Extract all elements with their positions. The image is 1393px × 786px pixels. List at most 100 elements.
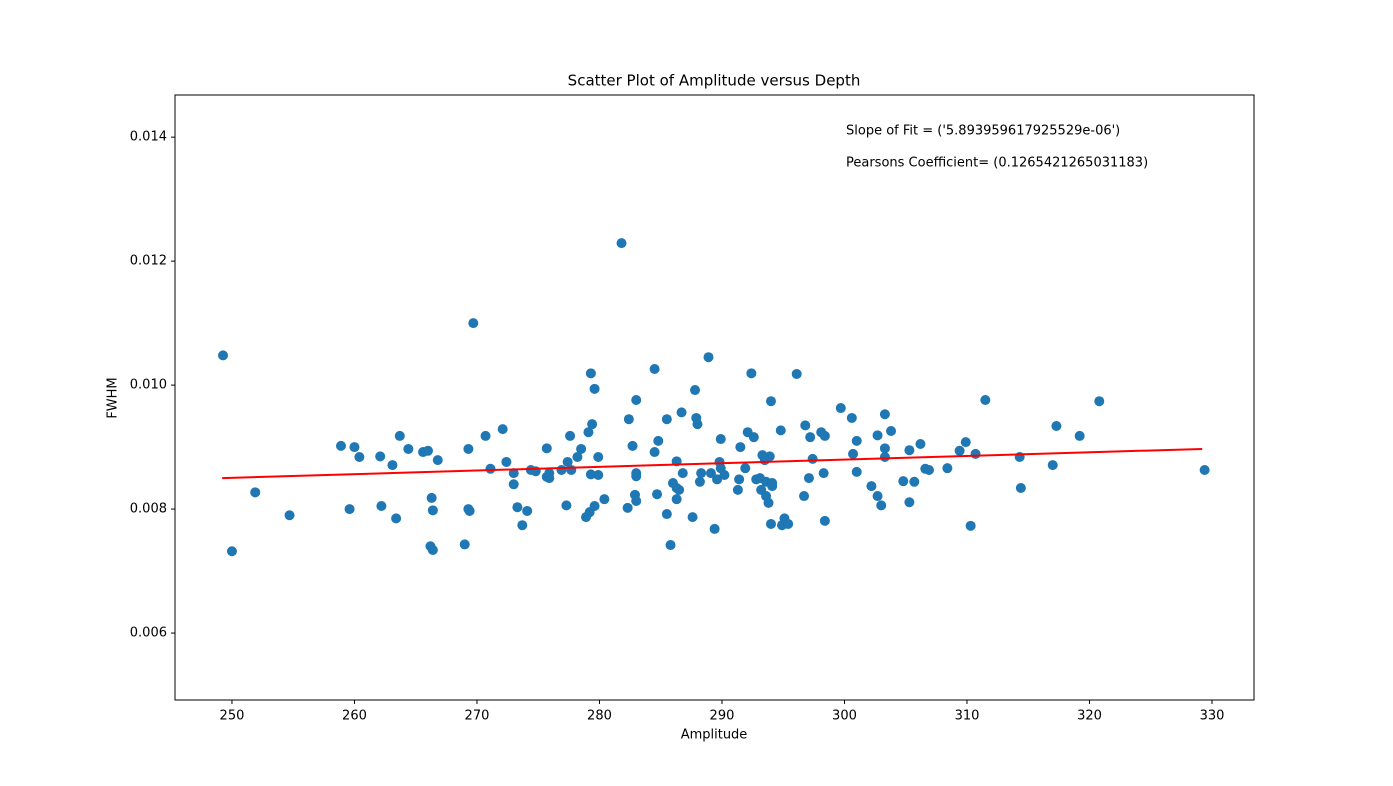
point bbox=[497, 424, 508, 435]
point bbox=[803, 473, 814, 484]
point bbox=[960, 437, 971, 448]
point bbox=[866, 481, 877, 492]
point bbox=[879, 452, 890, 463]
point bbox=[872, 491, 883, 502]
point bbox=[432, 455, 443, 466]
point bbox=[565, 430, 576, 441]
point bbox=[226, 546, 237, 557]
point bbox=[767, 481, 778, 492]
point bbox=[687, 512, 698, 523]
point bbox=[791, 368, 802, 379]
point bbox=[562, 456, 573, 467]
point bbox=[980, 394, 991, 405]
x-tick-label: 300 bbox=[832, 709, 857, 724]
point bbox=[335, 440, 346, 451]
point bbox=[872, 430, 883, 441]
point bbox=[661, 414, 672, 425]
x-tick-label: 330 bbox=[1200, 709, 1225, 724]
y-tick-label: 0.010 bbox=[130, 378, 167, 393]
point bbox=[631, 394, 642, 405]
point bbox=[463, 504, 474, 515]
x-tick-label: 270 bbox=[465, 709, 490, 724]
point bbox=[690, 385, 701, 396]
point bbox=[799, 491, 810, 502]
point bbox=[703, 352, 714, 363]
point bbox=[904, 497, 915, 508]
x-tick-label: 250 bbox=[220, 709, 245, 724]
point bbox=[775, 425, 786, 436]
point bbox=[583, 427, 594, 438]
point bbox=[835, 403, 846, 414]
point bbox=[735, 442, 746, 453]
point bbox=[1199, 465, 1210, 476]
point bbox=[622, 502, 633, 513]
point bbox=[909, 476, 920, 487]
point bbox=[517, 520, 528, 531]
point bbox=[807, 453, 818, 464]
plot-frame bbox=[174, 94, 1255, 701]
point bbox=[819, 430, 830, 441]
point bbox=[485, 463, 496, 474]
point bbox=[585, 469, 596, 480]
point bbox=[593, 469, 604, 480]
point bbox=[719, 469, 730, 480]
point bbox=[508, 468, 519, 479]
point bbox=[819, 515, 830, 526]
point bbox=[375, 451, 386, 462]
point bbox=[376, 500, 387, 511]
point bbox=[556, 465, 567, 476]
point bbox=[459, 539, 470, 550]
point bbox=[344, 504, 355, 515]
point bbox=[508, 479, 519, 490]
point bbox=[649, 447, 660, 458]
point bbox=[593, 452, 604, 463]
point bbox=[746, 368, 757, 379]
point bbox=[671, 494, 682, 505]
point bbox=[763, 497, 774, 508]
fit-line bbox=[222, 447, 1203, 480]
point bbox=[349, 442, 360, 453]
point bbox=[649, 363, 660, 374]
point bbox=[783, 518, 794, 529]
point bbox=[387, 460, 398, 471]
point bbox=[589, 383, 600, 394]
x-tick-label: 260 bbox=[342, 709, 367, 724]
point bbox=[218, 350, 229, 361]
point bbox=[576, 443, 587, 454]
point bbox=[468, 318, 479, 329]
point bbox=[846, 412, 857, 423]
point bbox=[1051, 421, 1062, 432]
point bbox=[851, 466, 862, 477]
x-axis-label: Amplitude bbox=[681, 728, 748, 743]
x-tick-label: 290 bbox=[710, 709, 735, 724]
point bbox=[879, 409, 890, 420]
point bbox=[748, 432, 759, 443]
point bbox=[522, 505, 533, 516]
point bbox=[599, 494, 610, 505]
point bbox=[818, 468, 829, 479]
point bbox=[661, 509, 672, 520]
point bbox=[665, 540, 676, 551]
point bbox=[898, 476, 909, 487]
point bbox=[677, 468, 688, 479]
x-tick-label: 310 bbox=[955, 709, 980, 724]
point bbox=[631, 496, 642, 507]
point bbox=[674, 484, 685, 495]
point bbox=[965, 520, 976, 531]
point bbox=[805, 432, 816, 443]
x-tick-label: 280 bbox=[587, 709, 612, 724]
point bbox=[1047, 460, 1058, 471]
point bbox=[765, 518, 776, 529]
point bbox=[652, 489, 663, 500]
point bbox=[561, 500, 572, 511]
point bbox=[541, 443, 552, 454]
point bbox=[391, 513, 402, 524]
point bbox=[904, 445, 915, 456]
point bbox=[284, 510, 295, 521]
point bbox=[250, 487, 261, 498]
point bbox=[712, 474, 723, 485]
point bbox=[970, 448, 981, 459]
point bbox=[876, 500, 887, 511]
point bbox=[705, 468, 716, 479]
